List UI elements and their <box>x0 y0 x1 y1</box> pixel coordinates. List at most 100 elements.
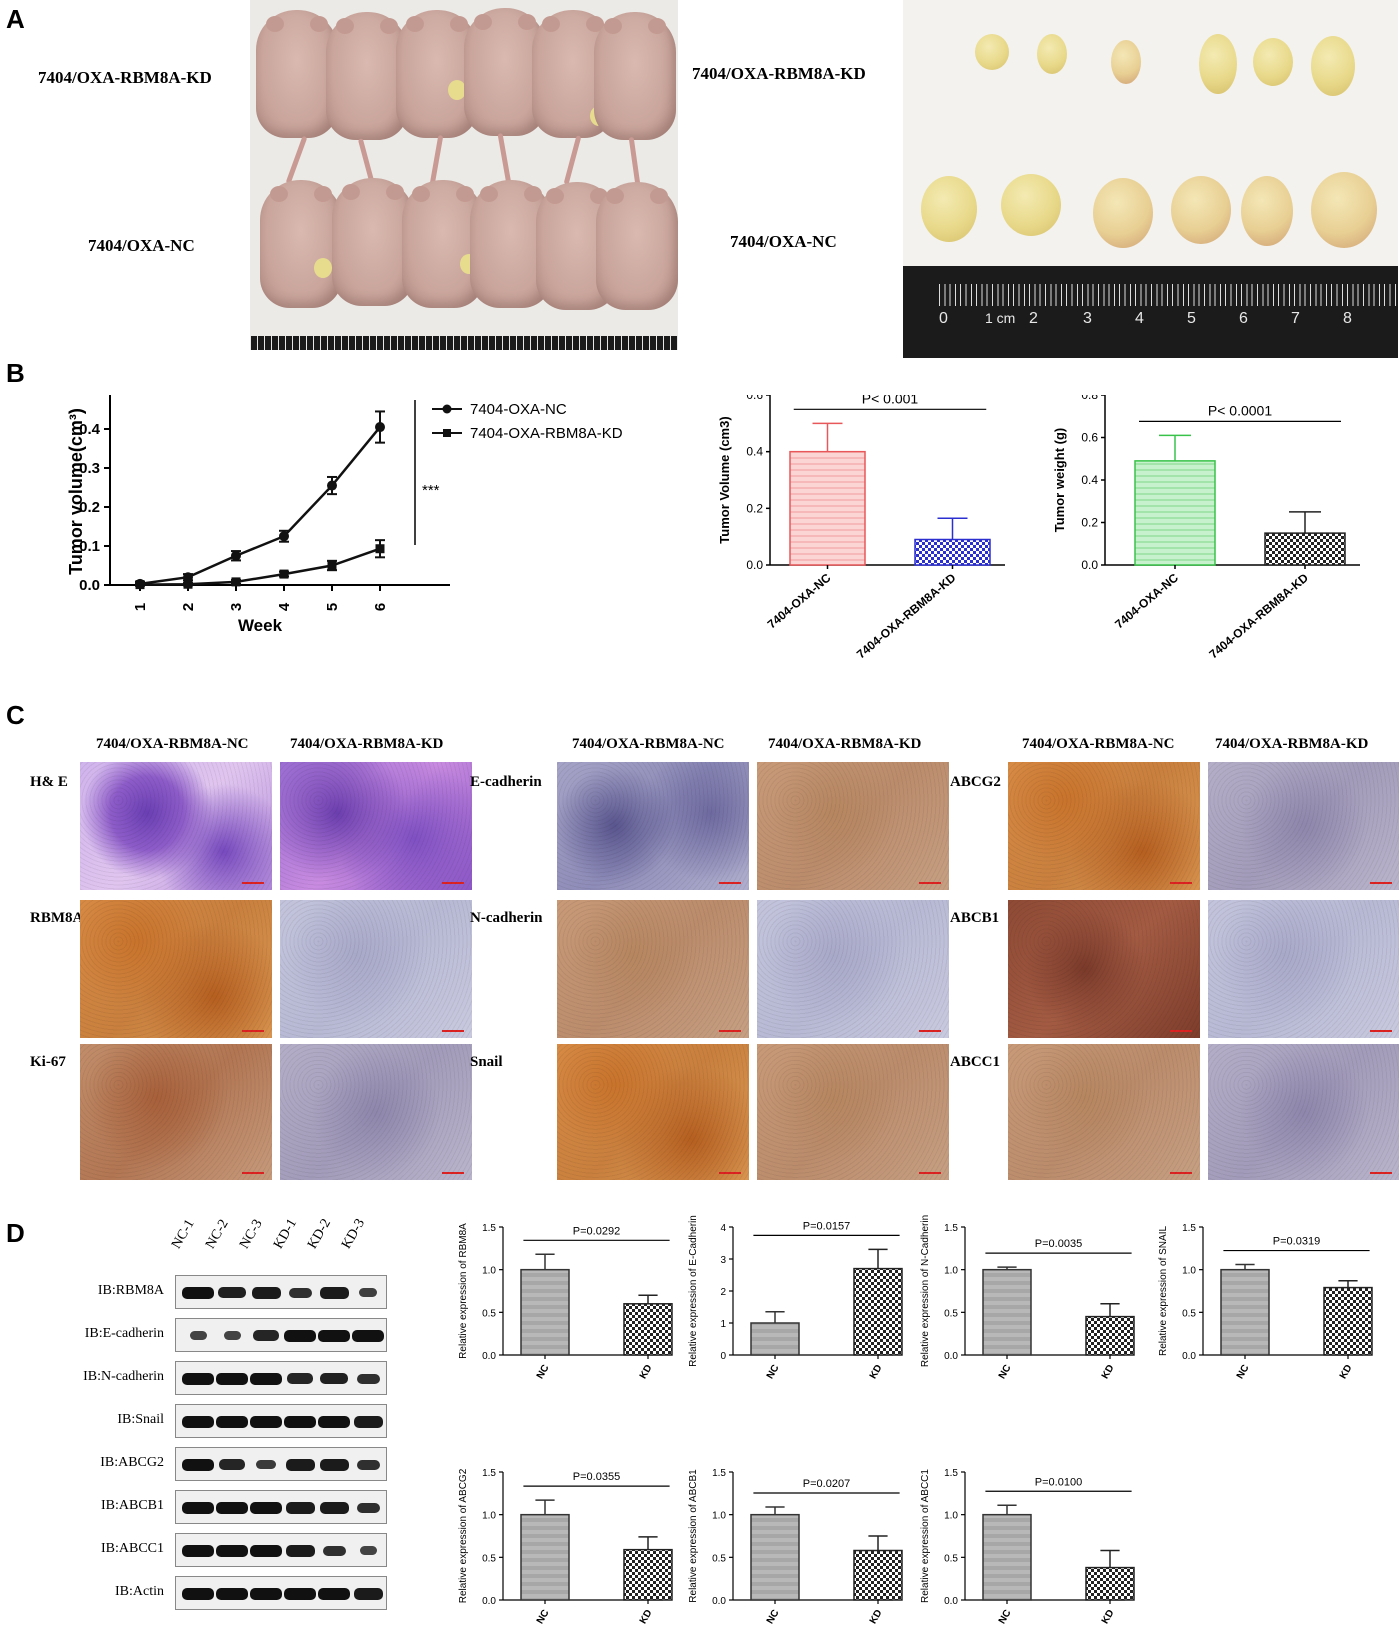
data-point <box>375 544 385 554</box>
y-tick-label: 0.2 <box>1081 516 1098 530</box>
data-point <box>279 531 289 542</box>
bar <box>750 1513 800 1601</box>
significance-label: P=0.0355 <box>573 1471 620 1483</box>
blot-band <box>359 1546 377 1555</box>
bar <box>1264 532 1346 566</box>
bar <box>1220 1268 1270 1356</box>
ihc-micrograph <box>557 1044 749 1180</box>
y-tick-label: 0.0 <box>712 1596 726 1607</box>
blot-band <box>250 1373 282 1385</box>
y-axis-title: Relative expression of ABCG2 <box>458 1468 469 1603</box>
tumor <box>1093 178 1153 248</box>
data-point <box>231 550 241 561</box>
y-tick-label: 0.0 <box>944 1351 958 1362</box>
blot-label: IB:N-cadherin <box>83 1369 164 1384</box>
blot-strip <box>175 1404 387 1438</box>
category-label: NC <box>997 1608 1014 1626</box>
y-axis-title: Tumor Volume (cm3) <box>717 416 732 543</box>
scale-bar <box>442 1172 464 1174</box>
mouse <box>594 12 676 140</box>
tumor <box>975 34 1009 70</box>
category-label: 7404-OXA-RBM8A-KD <box>1206 570 1311 661</box>
y-tick-label: 0.0 <box>79 577 100 594</box>
y-tick-label: 1.5 <box>944 1468 958 1479</box>
blot-band <box>285 1502 315 1514</box>
ihc-micrograph <box>557 762 749 890</box>
ihc-micrograph <box>280 762 472 890</box>
ruler-label: 5 <box>1187 310 1196 327</box>
mouse <box>332 178 414 306</box>
lane-label: KD-1 <box>271 1216 301 1252</box>
tumor-weight-bar-chart: 0.0 0.2 0.4 0.6 0.8 Tumor weight (g) 7404-OXA-… <box>1052 395 1360 661</box>
significance-label: P=0.0292 <box>573 1225 620 1237</box>
category-label: KD <box>1100 1608 1117 1626</box>
y-tick-label: 1.0 <box>482 1511 496 1522</box>
y-tick-label: 0.0 <box>482 1596 496 1607</box>
blot-band <box>223 1331 241 1340</box>
quant-chart: 0.0 0.5 1.0 1.5 Relative expression of ABCB1… <box>688 1468 903 1626</box>
category-label: KD <box>1338 1363 1355 1381</box>
bar <box>1085 1315 1135 1356</box>
blot-band <box>352 1330 384 1342</box>
ihc-row-label: RBM8A <box>30 910 84 926</box>
tumor <box>921 176 977 242</box>
y-tick-label: 0.0 <box>482 1351 496 1362</box>
legend-marker <box>442 404 452 414</box>
blot-label: IB:Actin <box>115 1584 164 1599</box>
ihc-micrograph <box>280 1044 472 1180</box>
significance-label: *** <box>422 482 440 499</box>
blot-band <box>182 1588 214 1600</box>
ihc-micrograph <box>757 762 949 890</box>
significance-label: P=0.0100 <box>1035 1476 1082 1488</box>
series-line <box>139 547 381 586</box>
scale-bar <box>719 1172 741 1174</box>
blot-band <box>285 1459 315 1471</box>
significance-label: P=0.0319 <box>1273 1236 1320 1248</box>
ruler-label: 6 <box>1239 310 1248 327</box>
scale-bar <box>242 882 264 884</box>
ruler-label: 3 <box>1083 310 1092 327</box>
y-tick-label: 0.5 <box>482 1308 496 1319</box>
y-tick-label: 0.0 <box>1081 558 1098 572</box>
x-tick-label: 3 <box>228 603 245 611</box>
scale-bar <box>442 1030 464 1032</box>
data-point <box>327 561 337 570</box>
y-axis-title: Relative expression of SNAIL <box>1158 1226 1169 1357</box>
blot-band <box>318 1588 350 1600</box>
category-label: KD <box>1100 1363 1117 1381</box>
data-point <box>183 579 193 589</box>
mouse <box>596 182 678 310</box>
y-tick-label: 0.5 <box>712 1553 726 1564</box>
y-tick-label: 0.4 <box>1081 473 1098 487</box>
y-tick-label: 4 <box>720 1223 726 1234</box>
blot-band <box>250 1416 282 1428</box>
scale-bar <box>719 1030 741 1032</box>
data-point <box>135 580 145 590</box>
data-point <box>279 569 289 579</box>
blot-band <box>219 1459 245 1471</box>
blot-band <box>319 1459 349 1471</box>
ihc-column-header: 7404/OXA-RBM8A-KD <box>290 736 444 752</box>
ruler-label: 2 <box>1029 310 1038 327</box>
y-tick-label: 0.5 <box>1182 1308 1196 1319</box>
category-label: NC <box>765 1608 782 1626</box>
ruler-label: 1 cm <box>985 310 1016 326</box>
blot-band <box>320 1373 348 1385</box>
lane-label: NC-1 <box>169 1217 198 1252</box>
ihc-micrograph <box>80 762 272 890</box>
ihc-micrograph <box>757 900 949 1038</box>
blot-band <box>218 1287 246 1299</box>
ihc-column-header: 7404/OXA-RBM8A-KD <box>1215 736 1369 752</box>
category-label: NC <box>765 1363 782 1381</box>
ihc-micrograph <box>80 1044 272 1180</box>
y-tick-label: 0.4 <box>79 421 101 438</box>
y-tick-label: 0.3 <box>79 460 100 477</box>
bar <box>789 450 866 566</box>
y-axis-title: Relative expression of E-Cadherin <box>688 1215 699 1367</box>
ihc-micrograph <box>1008 1044 1200 1180</box>
ruler-label: 4 <box>1135 310 1144 327</box>
blot-band <box>356 1373 380 1384</box>
panel-letter-b: B <box>6 358 25 388</box>
ihc-row-label: H& E <box>30 774 68 790</box>
ihc-column-header: 7404/OXA-RBM8A-KD <box>768 736 922 752</box>
